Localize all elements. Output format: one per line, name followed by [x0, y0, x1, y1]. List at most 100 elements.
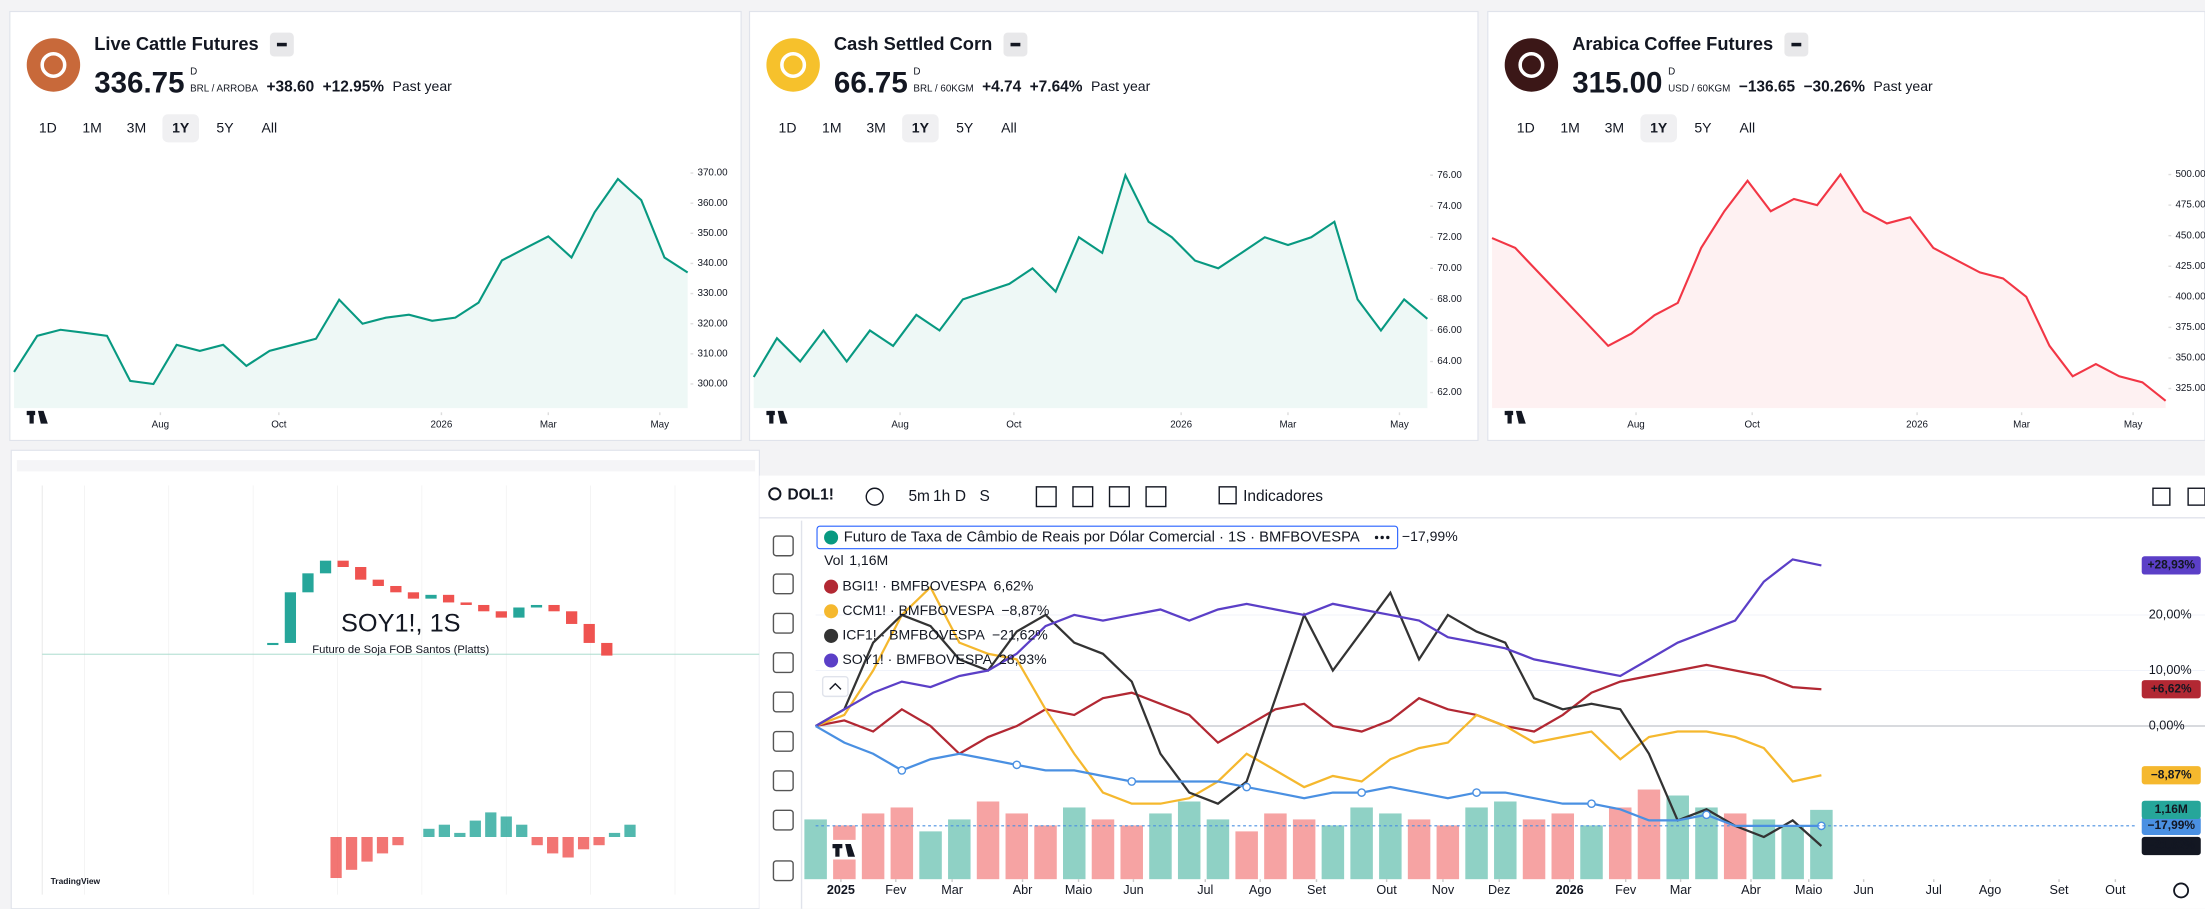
- series-marker: [1472, 788, 1481, 797]
- x-tick-label: 2026: [1556, 883, 1584, 897]
- range-button[interactable]: 1Y: [912, 120, 930, 136]
- range-button[interactable]: 5Y: [956, 120, 974, 136]
- legend-main-box: [816, 525, 1399, 550]
- x-tick-label: Fev: [885, 883, 907, 897]
- range-button[interactable]: 1M: [82, 120, 102, 136]
- drawing-tool[interactable]: [772, 730, 794, 752]
- volume-bar: [1551, 813, 1575, 880]
- mini-osc-bar: [516, 824, 528, 837]
- range-button[interactable]: 5Y: [216, 120, 234, 136]
- tv-logo: [29, 410, 34, 424]
- drawing-tool[interactable]: [772, 612, 794, 634]
- volume-bar: [1091, 819, 1115, 880]
- legend-main-title: Futuro de Taxa de Câmbio de Reais por Dó…: [844, 529, 1360, 545]
- drawing-tool[interactable]: [772, 809, 794, 831]
- tv-logo: [1507, 410, 1512, 424]
- toolbar-icon[interactable]: [1072, 486, 1094, 508]
- range-button[interactable]: 3M: [866, 120, 886, 136]
- unit: BRL / ARROBA: [190, 83, 258, 94]
- x-tick-label: Mar: [941, 883, 963, 897]
- x-tick-label: Jun: [1123, 883, 1143, 897]
- mini-candle: [601, 642, 613, 656]
- volume-bar: [1379, 813, 1402, 880]
- x-tick-label: 2026: [1170, 420, 1192, 431]
- drawing-tool[interactable]: [772, 860, 794, 882]
- range-button[interactable]: 1M: [1560, 120, 1580, 136]
- x-tick-label: May: [2124, 420, 2143, 431]
- price: 66.75: [834, 66, 908, 99]
- card-title: Cash Settled Corn: [834, 33, 992, 54]
- symbol-icon: [1504, 38, 1559, 92]
- interval[interactable]: 5m: [908, 488, 929, 505]
- settings-icon[interactable]: [2173, 882, 2190, 899]
- volume-bar: [1494, 801, 1517, 880]
- drawing-tool[interactable]: [772, 691, 794, 713]
- price-suffix: D: [913, 67, 920, 78]
- series-marker: [1357, 788, 1366, 797]
- y-tick-label: 70.00: [1437, 263, 1462, 274]
- mini-candle: [302, 573, 314, 593]
- range-button[interactable]: 1D: [39, 120, 57, 136]
- range-button[interactable]: 3M: [127, 120, 147, 136]
- card: [9, 10, 742, 441]
- range-button[interactable]: All: [1001, 120, 1017, 136]
- drawing-tool[interactable]: [772, 652, 794, 674]
- x-tick-label: Oct: [1745, 420, 1761, 431]
- legend-more-dot[interactable]: [1386, 535, 1390, 540]
- range-button[interactable]: All: [1739, 120, 1755, 136]
- drawing-tool[interactable]: [772, 535, 794, 557]
- mini-candle: [425, 594, 437, 599]
- symbol[interactable]: DOL1!: [788, 486, 834, 503]
- legend-collapse[interactable]: [821, 675, 849, 698]
- period: Past year: [393, 78, 453, 94]
- range-button[interactable]: 1Y: [1650, 120, 1668, 136]
- change: +4.74: [982, 79, 1022, 96]
- legend-name: BGI1! · BMFBOVESPA: [842, 577, 987, 593]
- tv-logo: [845, 844, 855, 857]
- series-marker: [1127, 777, 1137, 786]
- x-tick-label: Maio: [1065, 883, 1092, 897]
- volume-bar: [890, 807, 914, 880]
- x-tick-label: Aug: [891, 420, 909, 431]
- legend-more-dot[interactable]: [1374, 535, 1379, 540]
- x-tick-label: Abr: [1013, 883, 1033, 897]
- card: [748, 10, 1479, 441]
- y-tick-label: 64.00: [1437, 356, 1462, 367]
- range-button[interactable]: 5Y: [1694, 120, 1712, 136]
- x-tick-label: Nov: [1432, 883, 1455, 897]
- interval[interactable]: S: [979, 488, 989, 505]
- interval[interactable]: 1h: [933, 488, 950, 505]
- y-tick-label: 500.00: [2175, 169, 2205, 180]
- mini-osc-bar: [454, 832, 466, 837]
- range-button[interactable]: 3M: [1605, 120, 1625, 136]
- toolbar-icon[interactable]: [1145, 486, 1167, 508]
- y-tick-label: 68.00: [1437, 294, 1462, 305]
- range-button[interactable]: 1M: [822, 120, 842, 136]
- mini-osc-bar: [485, 812, 497, 837]
- range-button[interactable]: 1D: [1517, 120, 1535, 136]
- drawing-tool[interactable]: [772, 770, 794, 792]
- volume-bar: [1350, 807, 1373, 880]
- range-button[interactable]: 1Y: [172, 120, 190, 136]
- series-line: [815, 663, 1822, 756]
- toolbar-icon[interactable]: [2152, 487, 2171, 506]
- interval[interactable]: D: [955, 488, 966, 505]
- toolbar-icon[interactable]: [1035, 486, 1057, 508]
- mini-osc-bar: [531, 837, 543, 846]
- x-tick-label: Jul: [1926, 883, 1942, 897]
- toolbar-icon[interactable]: [1108, 486, 1130, 508]
- indicators-button[interactable]: Indicadores: [1243, 488, 1323, 505]
- toolbar-icon[interactable]: [2187, 487, 2205, 506]
- mini-candle: [355, 567, 367, 580]
- legend-more-dot[interactable]: [1380, 535, 1384, 540]
- range-button[interactable]: All: [261, 120, 277, 136]
- range-button[interactable]: 1D: [779, 120, 797, 136]
- x-tick-label: Mar: [1280, 420, 1298, 431]
- x-tick-label: Out: [1376, 883, 1397, 897]
- drawing-tool[interactable]: [772, 573, 794, 595]
- price-badge: [2141, 766, 2201, 785]
- change-pct: −30.26%: [1804, 79, 1866, 96]
- volume-bar: [1120, 825, 1143, 880]
- x-tick-label: Oct: [1006, 420, 1022, 431]
- add-symbol[interactable]: [865, 487, 884, 506]
